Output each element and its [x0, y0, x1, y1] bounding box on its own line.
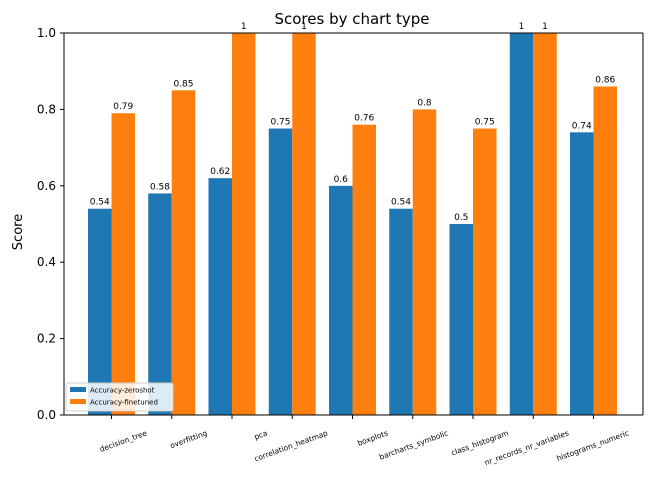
bar-finetuned-boxplots [352, 124, 376, 416]
plot-area: 0.54 0.58 0.62 0.75 0.6 0.54 0.5 1 0.74 0.79 0.85 1… [37, 22, 644, 467]
bar-zeroshot-decision_tree [88, 208, 112, 415]
bar-value-label: 0.62 [210, 167, 230, 177]
bar-finetuned-barcharts_symbolic [412, 109, 437, 416]
legend-swatch [70, 399, 86, 404]
bar-finetuned-histograms_numeric [593, 86, 617, 415]
bar-value-label: 0.75 [270, 118, 290, 128]
y-tick-label: 0.8 [37, 102, 56, 116]
bar-zeroshot-pca [208, 178, 232, 415]
bar-value-label: 0.75 [475, 118, 495, 128]
y-tick-label: 1.0 [37, 26, 56, 40]
bar-zeroshot-barcharts_symbolic [389, 208, 413, 415]
x-tick-label: barcharts_symbolic [378, 428, 449, 461]
bar-zeroshot-histograms_numeric [570, 132, 594, 415]
legend-label: Accuracy-finetuned [90, 399, 158, 407]
bar-value-label: 1 [241, 22, 247, 32]
bar-value-label: 0.54 [391, 198, 411, 208]
legend-box [65, 382, 174, 412]
y-tick-label: 0.2 [37, 332, 56, 346]
bar-zeroshot-overfitting [148, 193, 172, 415]
bar-value-label: 0.76 [354, 114, 374, 124]
bar-value-label: 0.5 [454, 213, 468, 223]
bar-finetuned-decision_tree [111, 113, 135, 415]
bar-finetuned-nr_records_nr_variables [533, 33, 557, 415]
legend: Accuracy-zeroshot Accuracy-finetuned [65, 382, 174, 412]
bar-zeroshot-boxplots [329, 185, 353, 415]
bar-value-label: 0.85 [173, 79, 193, 89]
bar-value-label: 0.86 [595, 75, 615, 85]
x-tick-label: pca [253, 428, 269, 441]
bar-zeroshot-correlation_heatmap [268, 128, 293, 415]
y-tick-label: 0.6 [37, 179, 56, 193]
bar-value-label: 0.8 [417, 98, 432, 108]
bar-finetuned-pca [232, 33, 256, 415]
bar-finetuned-overfitting [171, 90, 196, 416]
bar-zeroshot-nr_records_nr_variables [509, 33, 534, 415]
legend-swatch [70, 387, 86, 392]
bar-value-label: 0.79 [113, 102, 133, 112]
bar-finetuned-class_histogram [473, 128, 497, 415]
x-tick-label: boxplots [356, 428, 389, 447]
bar-value-label: 1 [301, 22, 307, 32]
bar-value-label: 1 [519, 22, 525, 32]
bar-value-label: 0.74 [572, 121, 592, 131]
bar-value-label: 1 [542, 22, 548, 32]
bar-value-label: 0.54 [90, 198, 110, 208]
bar-value-label: 0.6 [334, 175, 349, 185]
y-axis-label: Score [11, 214, 26, 250]
chart-title: Scores by chart type [274, 10, 429, 28]
bar-value-label: 0.58 [150, 182, 170, 192]
x-tick-label: overfitting [169, 428, 209, 450]
y-tick-label: 0.4 [37, 255, 56, 269]
bar-finetuned-correlation_heatmap [292, 33, 316, 415]
bar-zeroshot-class_histogram [449, 224, 473, 415]
y-tick-label: 0.0 [37, 408, 56, 422]
legend-label: Accuracy-zeroshot [90, 387, 155, 395]
x-tick-label: decision_tree [98, 428, 148, 454]
